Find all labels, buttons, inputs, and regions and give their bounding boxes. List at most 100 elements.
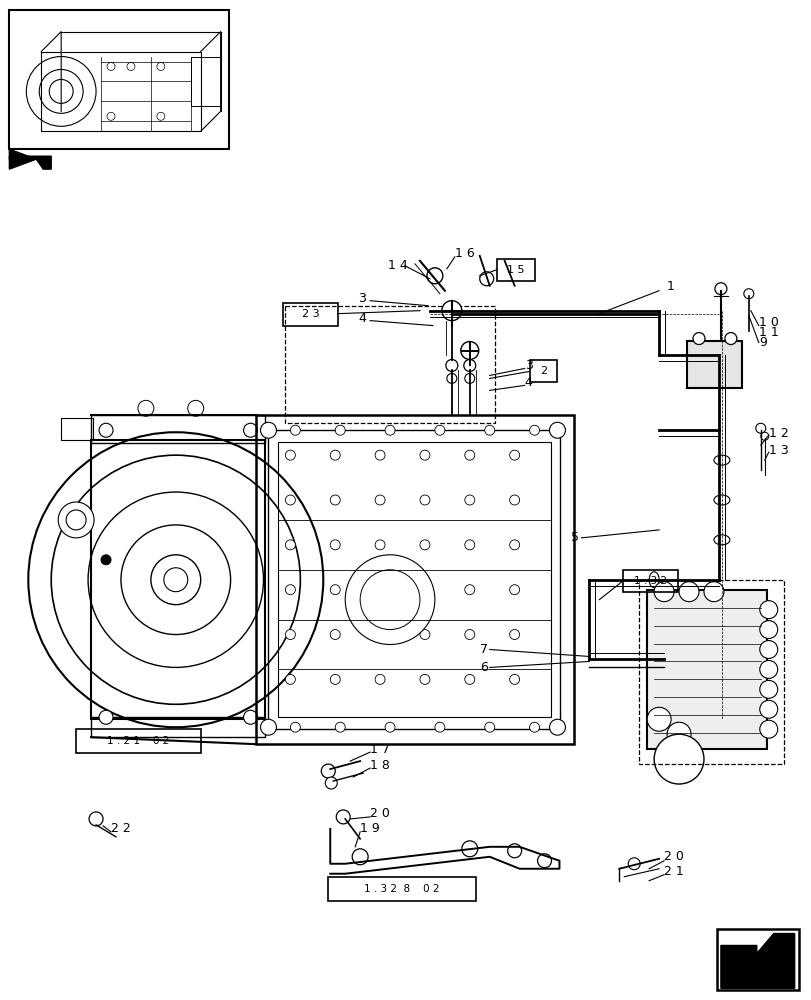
Circle shape xyxy=(285,450,295,460)
Circle shape xyxy=(464,373,474,383)
Text: 1 . 2 1    0 2: 1 . 2 1 0 2 xyxy=(106,736,169,746)
Text: 1: 1 xyxy=(667,280,674,293)
Text: 1 3: 1 3 xyxy=(768,444,787,457)
Bar xyxy=(529,360,557,382)
Circle shape xyxy=(360,570,419,630)
Circle shape xyxy=(549,719,564,735)
Circle shape xyxy=(509,495,519,505)
Circle shape xyxy=(336,810,350,824)
Circle shape xyxy=(330,630,340,640)
Circle shape xyxy=(549,422,564,438)
Circle shape xyxy=(151,555,200,605)
Circle shape xyxy=(507,844,521,858)
Polygon shape xyxy=(720,934,794,988)
Bar xyxy=(268,430,560,729)
Bar xyxy=(191,57,221,106)
Circle shape xyxy=(285,674,295,684)
Bar xyxy=(91,440,265,719)
Circle shape xyxy=(759,601,777,619)
Circle shape xyxy=(26,57,96,126)
Circle shape xyxy=(384,425,394,435)
Text: 1 2: 1 2 xyxy=(768,427,787,440)
Circle shape xyxy=(464,674,474,684)
Circle shape xyxy=(755,423,765,433)
Circle shape xyxy=(345,555,435,645)
Circle shape xyxy=(509,450,519,460)
Circle shape xyxy=(654,582,673,602)
Text: 1 4: 1 4 xyxy=(388,259,407,272)
Circle shape xyxy=(285,495,295,505)
Circle shape xyxy=(419,630,429,640)
Text: 3: 3 xyxy=(524,359,532,372)
Circle shape xyxy=(260,422,276,438)
Text: 1 9: 1 9 xyxy=(360,822,380,835)
Ellipse shape xyxy=(713,535,729,545)
Bar xyxy=(328,877,475,901)
Circle shape xyxy=(290,425,300,435)
Circle shape xyxy=(375,540,384,550)
Bar xyxy=(285,306,494,423)
Bar xyxy=(496,259,534,281)
Bar xyxy=(91,415,265,443)
Circle shape xyxy=(463,359,475,371)
Circle shape xyxy=(290,722,300,732)
Text: 6: 6 xyxy=(479,661,487,674)
Circle shape xyxy=(375,674,384,684)
Text: 1 0: 1 0 xyxy=(757,316,778,329)
Circle shape xyxy=(285,630,295,640)
Circle shape xyxy=(743,289,753,299)
Bar xyxy=(623,570,677,592)
Circle shape xyxy=(464,495,474,505)
Circle shape xyxy=(49,79,73,103)
Polygon shape xyxy=(10,156,51,169)
Text: 9: 9 xyxy=(757,336,766,349)
Circle shape xyxy=(419,495,429,505)
Circle shape xyxy=(285,540,295,550)
Bar xyxy=(91,717,265,737)
Circle shape xyxy=(724,333,736,345)
Circle shape xyxy=(243,423,257,437)
Circle shape xyxy=(714,283,726,295)
Circle shape xyxy=(419,585,429,595)
Circle shape xyxy=(121,525,230,635)
Circle shape xyxy=(419,674,429,684)
Bar xyxy=(255,415,573,744)
Circle shape xyxy=(375,630,384,640)
Text: 2 0: 2 0 xyxy=(663,850,683,863)
Circle shape xyxy=(461,841,477,857)
Circle shape xyxy=(484,425,494,435)
Bar xyxy=(716,929,798,990)
Circle shape xyxy=(260,719,276,735)
Circle shape xyxy=(760,432,768,440)
Circle shape xyxy=(330,540,340,550)
Circle shape xyxy=(628,858,639,870)
Circle shape xyxy=(509,630,519,640)
Circle shape xyxy=(759,680,777,698)
Circle shape xyxy=(759,621,777,639)
Circle shape xyxy=(89,812,103,826)
Circle shape xyxy=(419,450,429,460)
Circle shape xyxy=(352,849,367,865)
Ellipse shape xyxy=(713,455,729,465)
Circle shape xyxy=(107,112,115,120)
Text: 7: 7 xyxy=(479,643,487,656)
Circle shape xyxy=(157,112,165,120)
Circle shape xyxy=(51,455,300,704)
Circle shape xyxy=(509,585,519,595)
Circle shape xyxy=(107,63,115,70)
Circle shape xyxy=(464,450,474,460)
Circle shape xyxy=(759,700,777,718)
Circle shape xyxy=(461,342,478,359)
Text: 5: 5 xyxy=(571,531,579,544)
Circle shape xyxy=(509,674,519,684)
Bar xyxy=(646,590,766,749)
Circle shape xyxy=(99,710,113,724)
Text: 1 1: 1 1 xyxy=(757,326,778,339)
Circle shape xyxy=(28,432,323,727)
Circle shape xyxy=(335,425,345,435)
Circle shape xyxy=(759,720,777,738)
Circle shape xyxy=(321,764,335,778)
Text: 1 7: 1 7 xyxy=(370,743,389,756)
Circle shape xyxy=(446,373,457,383)
Circle shape xyxy=(127,63,135,70)
